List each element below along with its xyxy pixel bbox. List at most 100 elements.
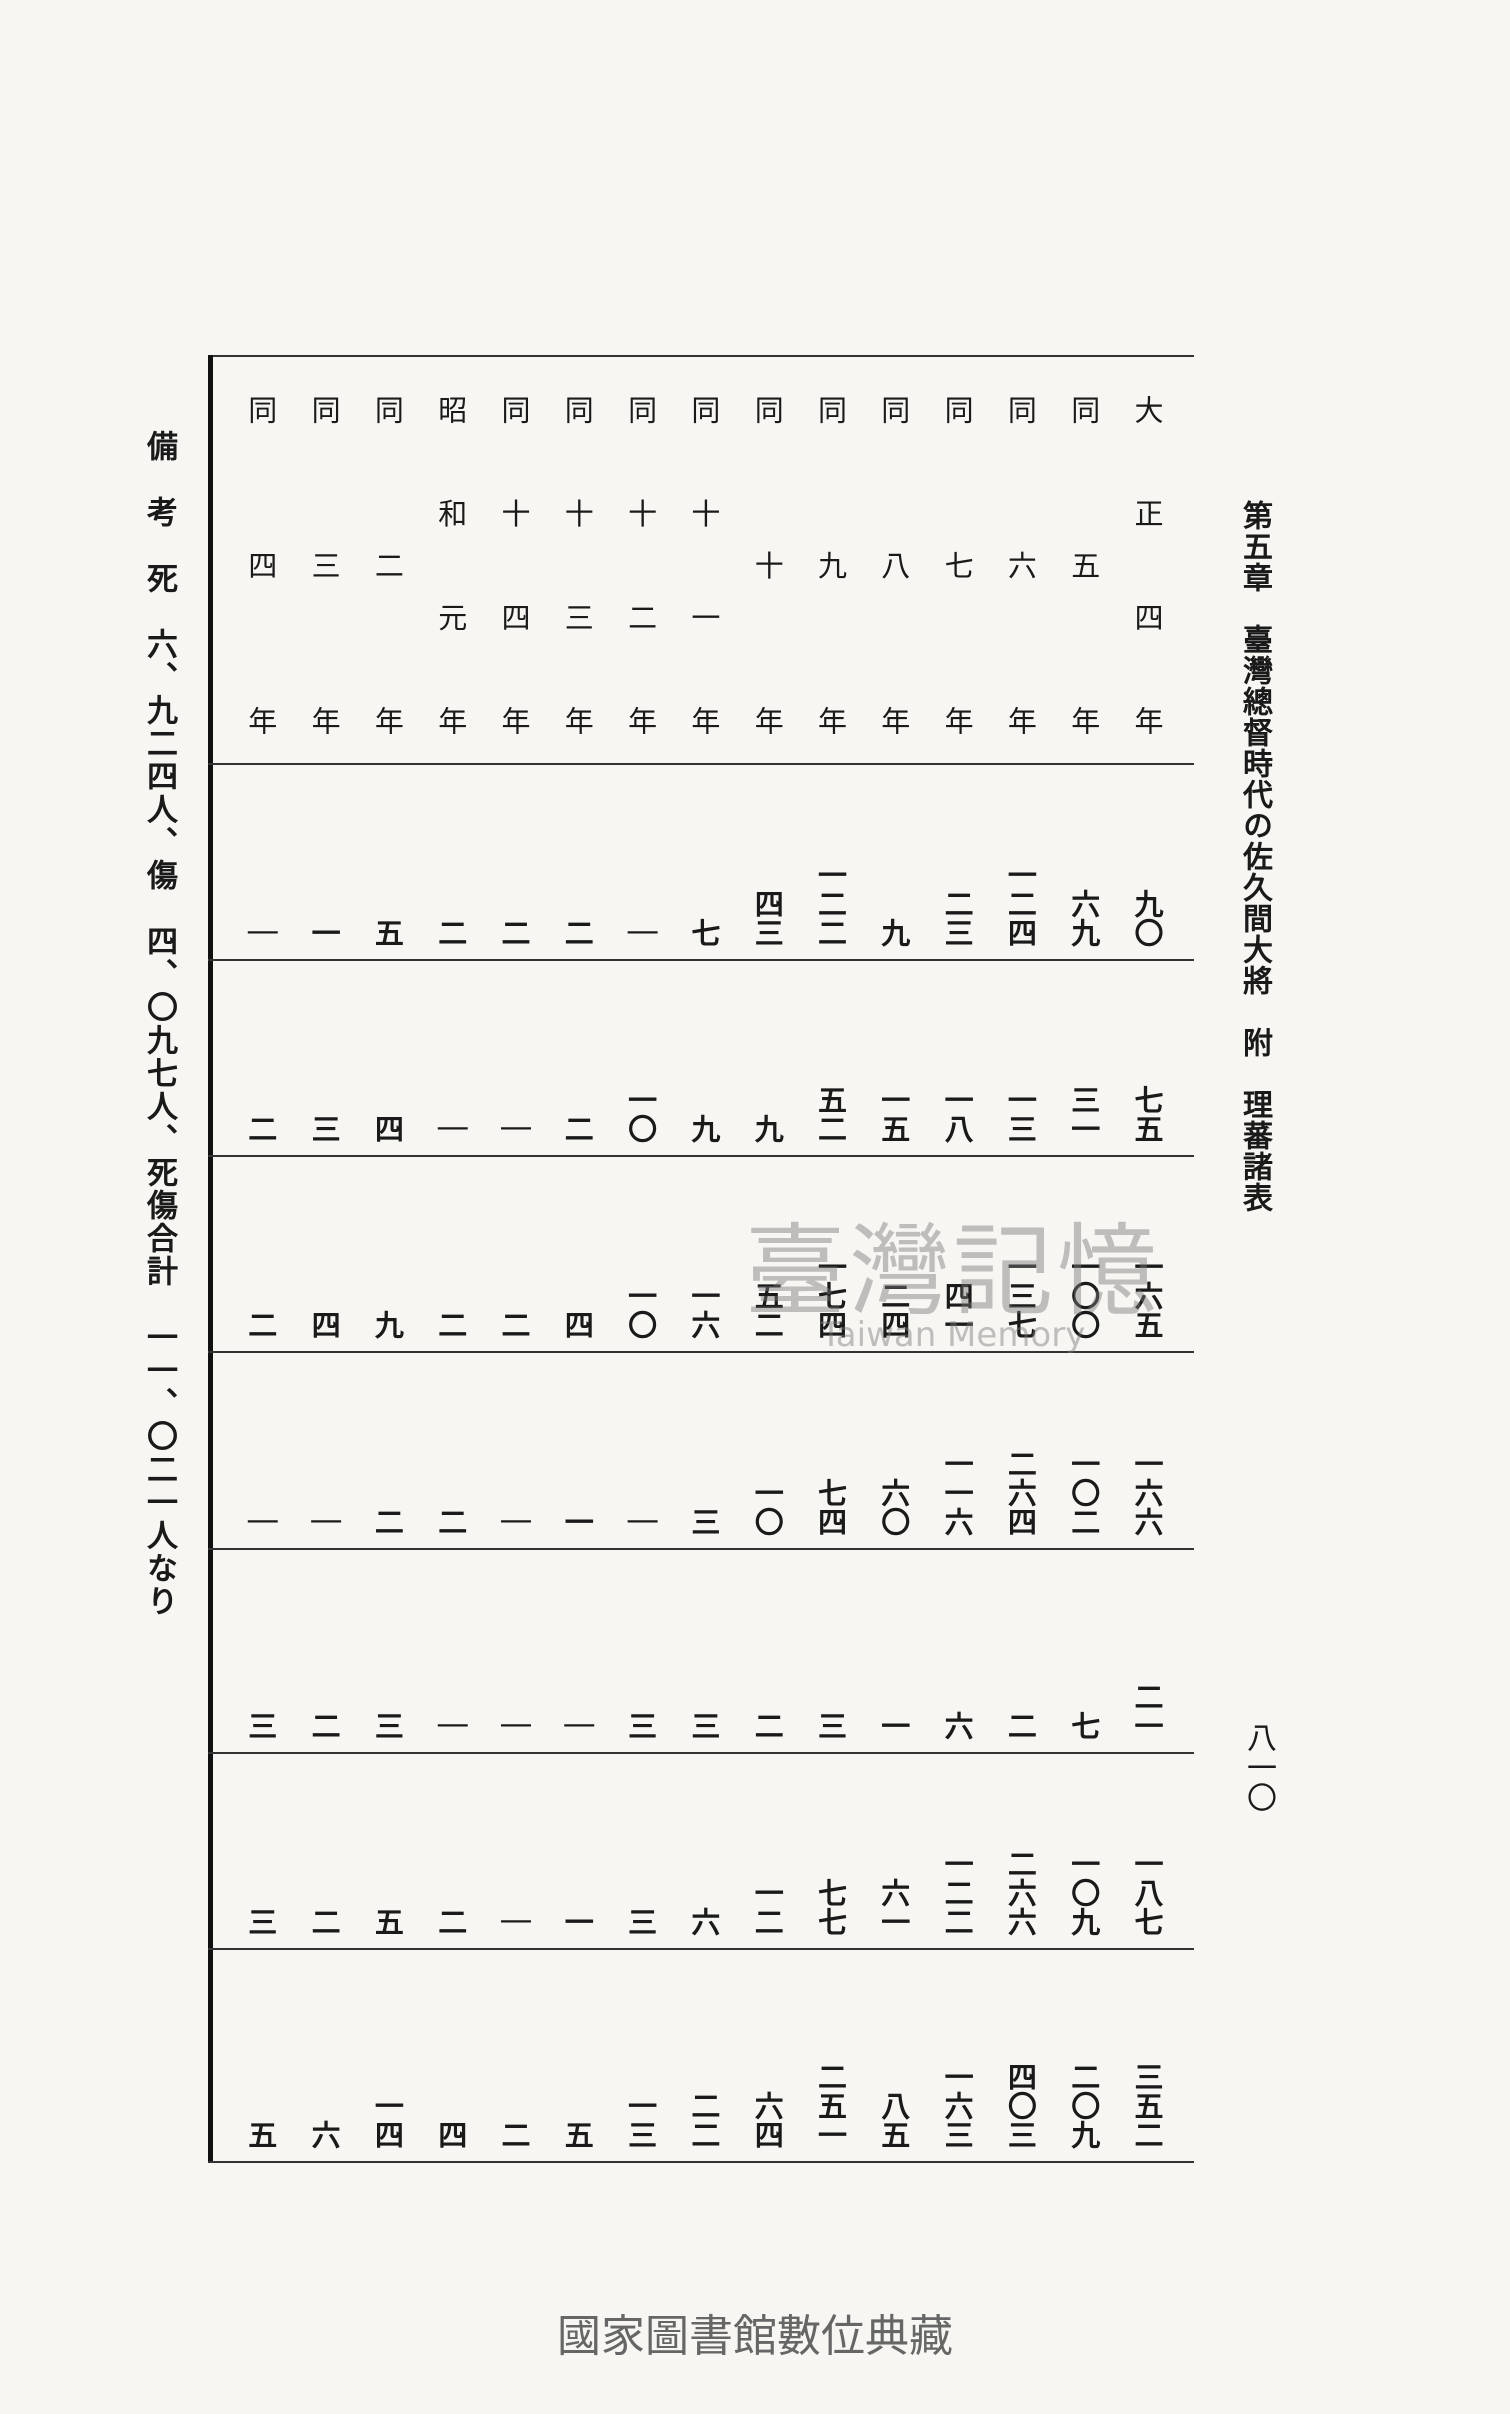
year-label: 同三年: [307, 395, 342, 735]
cell: 六〇: [876, 1478, 911, 1536]
cell: 三一: [1066, 1085, 1101, 1143]
chapter-header: 第五章 臺灣總督時代の佐久間大將 附 理蕃諸表: [1237, 500, 1272, 1213]
cell: 一七四: [813, 1252, 848, 1339]
cell: ｜: [243, 918, 278, 947]
cell: 三: [686, 1507, 721, 1536]
year-label: 同十四年: [497, 395, 531, 735]
cell: 二四: [876, 1281, 911, 1339]
cell: 二: [307, 1907, 342, 1936]
year-label: 同七年: [940, 395, 975, 735]
table-rule: [208, 1948, 1194, 1950]
cell: 七五: [1130, 1085, 1164, 1143]
cell: 二: [243, 1310, 278, 1339]
year-label: 同二年: [370, 395, 405, 735]
cell: 一〇九: [1066, 1849, 1101, 1936]
cell: 二一: [1130, 1682, 1164, 1740]
cell: 一六六: [1130, 1449, 1164, 1536]
cell: 六: [686, 1907, 721, 1936]
cell: 九: [686, 1114, 721, 1143]
cell: 一六三: [940, 2062, 975, 2149]
cell: 二五一: [813, 2062, 848, 2149]
cell: 一八: [940, 1085, 975, 1143]
cell: 二: [307, 1711, 342, 1740]
cell: 七七: [813, 1878, 848, 1936]
cell: 三: [686, 1711, 721, 1740]
cell: ｜: [497, 1114, 531, 1143]
cell: 三: [813, 1711, 848, 1740]
table-rule: [208, 1351, 1194, 1353]
cell: 六九: [1066, 889, 1101, 947]
cell: 七: [1066, 1711, 1101, 1740]
cell: 八五: [876, 2091, 911, 2149]
cell: 一二: [750, 1878, 785, 1936]
cell: 一五: [876, 1085, 911, 1143]
year-label: 大正四年: [1130, 395, 1164, 735]
year-label: 同十二年: [623, 395, 658, 735]
cell: 一一六: [940, 1449, 975, 1536]
note: 備 考 死 六、九二四人、傷 四、〇九七人、死傷合計 一一、〇二一人なり: [141, 430, 177, 1618]
cell: 四: [560, 1310, 595, 1339]
cell: 二: [243, 1114, 278, 1143]
cell: 二三: [940, 889, 975, 947]
table-rule: [208, 763, 1194, 765]
cell: 一六五: [1130, 1252, 1164, 1339]
year-label: 同八年: [876, 395, 911, 735]
year-label: 同十年: [750, 395, 785, 735]
cell: 二: [497, 1310, 531, 1339]
cell: ｜: [307, 1507, 342, 1536]
year-label: 同四年: [243, 395, 278, 735]
table-rule: [208, 1548, 1194, 1550]
cell: 二: [433, 1507, 468, 1536]
cell: 五: [243, 2120, 278, 2149]
footer: 國家圖書館數位典藏: [557, 2311, 953, 2362]
cell: ｜: [497, 1907, 531, 1936]
cell: 一八七: [1130, 1849, 1164, 1936]
cell: 四: [307, 1310, 342, 1339]
cell: ｜: [433, 1114, 468, 1143]
cell: 二: [560, 1114, 595, 1143]
cell: 四一: [940, 1281, 975, 1339]
cell: 二: [497, 918, 531, 947]
cell: 九: [750, 1114, 785, 1143]
cell: 一〇: [750, 1478, 785, 1536]
cell: 五: [560, 2120, 595, 2149]
cell: 一〇二: [1066, 1449, 1101, 1536]
cell: 二: [560, 918, 595, 947]
cell: 一〇〇: [1066, 1252, 1101, 1339]
table: 大正四年 同五年 同六年 同七年 同八年 同九年 同十年 同十一年 同十二年 同十三年 同十四年 昭和…: [208, 355, 1194, 2163]
cell: ｜: [243, 1507, 278, 1536]
cell: 三五二: [1130, 2062, 1164, 2149]
cell: 二: [433, 1907, 468, 1936]
cell: 一: [307, 918, 342, 947]
cell: 一二二: [940, 1849, 975, 1936]
table-left-rule: [208, 355, 213, 2163]
cell: 九: [876, 918, 911, 947]
cell: 四〇三: [1003, 2062, 1038, 2149]
cell: 二: [497, 2120, 531, 2149]
table-rule: [208, 1752, 1194, 1754]
table-rule: [208, 2161, 1194, 2163]
cell: 三: [623, 1711, 658, 1740]
cell: ｜: [497, 1507, 531, 1536]
cell: 二六四: [1003, 1449, 1038, 1536]
cell: 三: [307, 1114, 342, 1143]
table-rule: [208, 355, 1194, 357]
cell: 四: [433, 2120, 468, 2149]
cell: 五二: [813, 1085, 848, 1143]
cell: 一: [876, 1711, 911, 1740]
cell: 二〇九: [1066, 2062, 1101, 2149]
cell: 九〇: [1130, 889, 1164, 947]
table-rule: [208, 959, 1194, 961]
cell: 二六六: [1003, 1849, 1038, 1936]
cell: 六四: [750, 2091, 785, 2149]
cell: 三: [243, 1907, 278, 1936]
cell: 一二四: [1003, 860, 1038, 947]
year-label: 同十三年: [560, 395, 595, 735]
cell: 七: [686, 918, 721, 947]
cell: 九: [370, 1310, 405, 1339]
cell: 一二二: [813, 860, 848, 947]
cell: 五: [370, 918, 405, 947]
cell: 五二: [750, 1281, 785, 1339]
cell: 一三七: [1003, 1252, 1038, 1339]
